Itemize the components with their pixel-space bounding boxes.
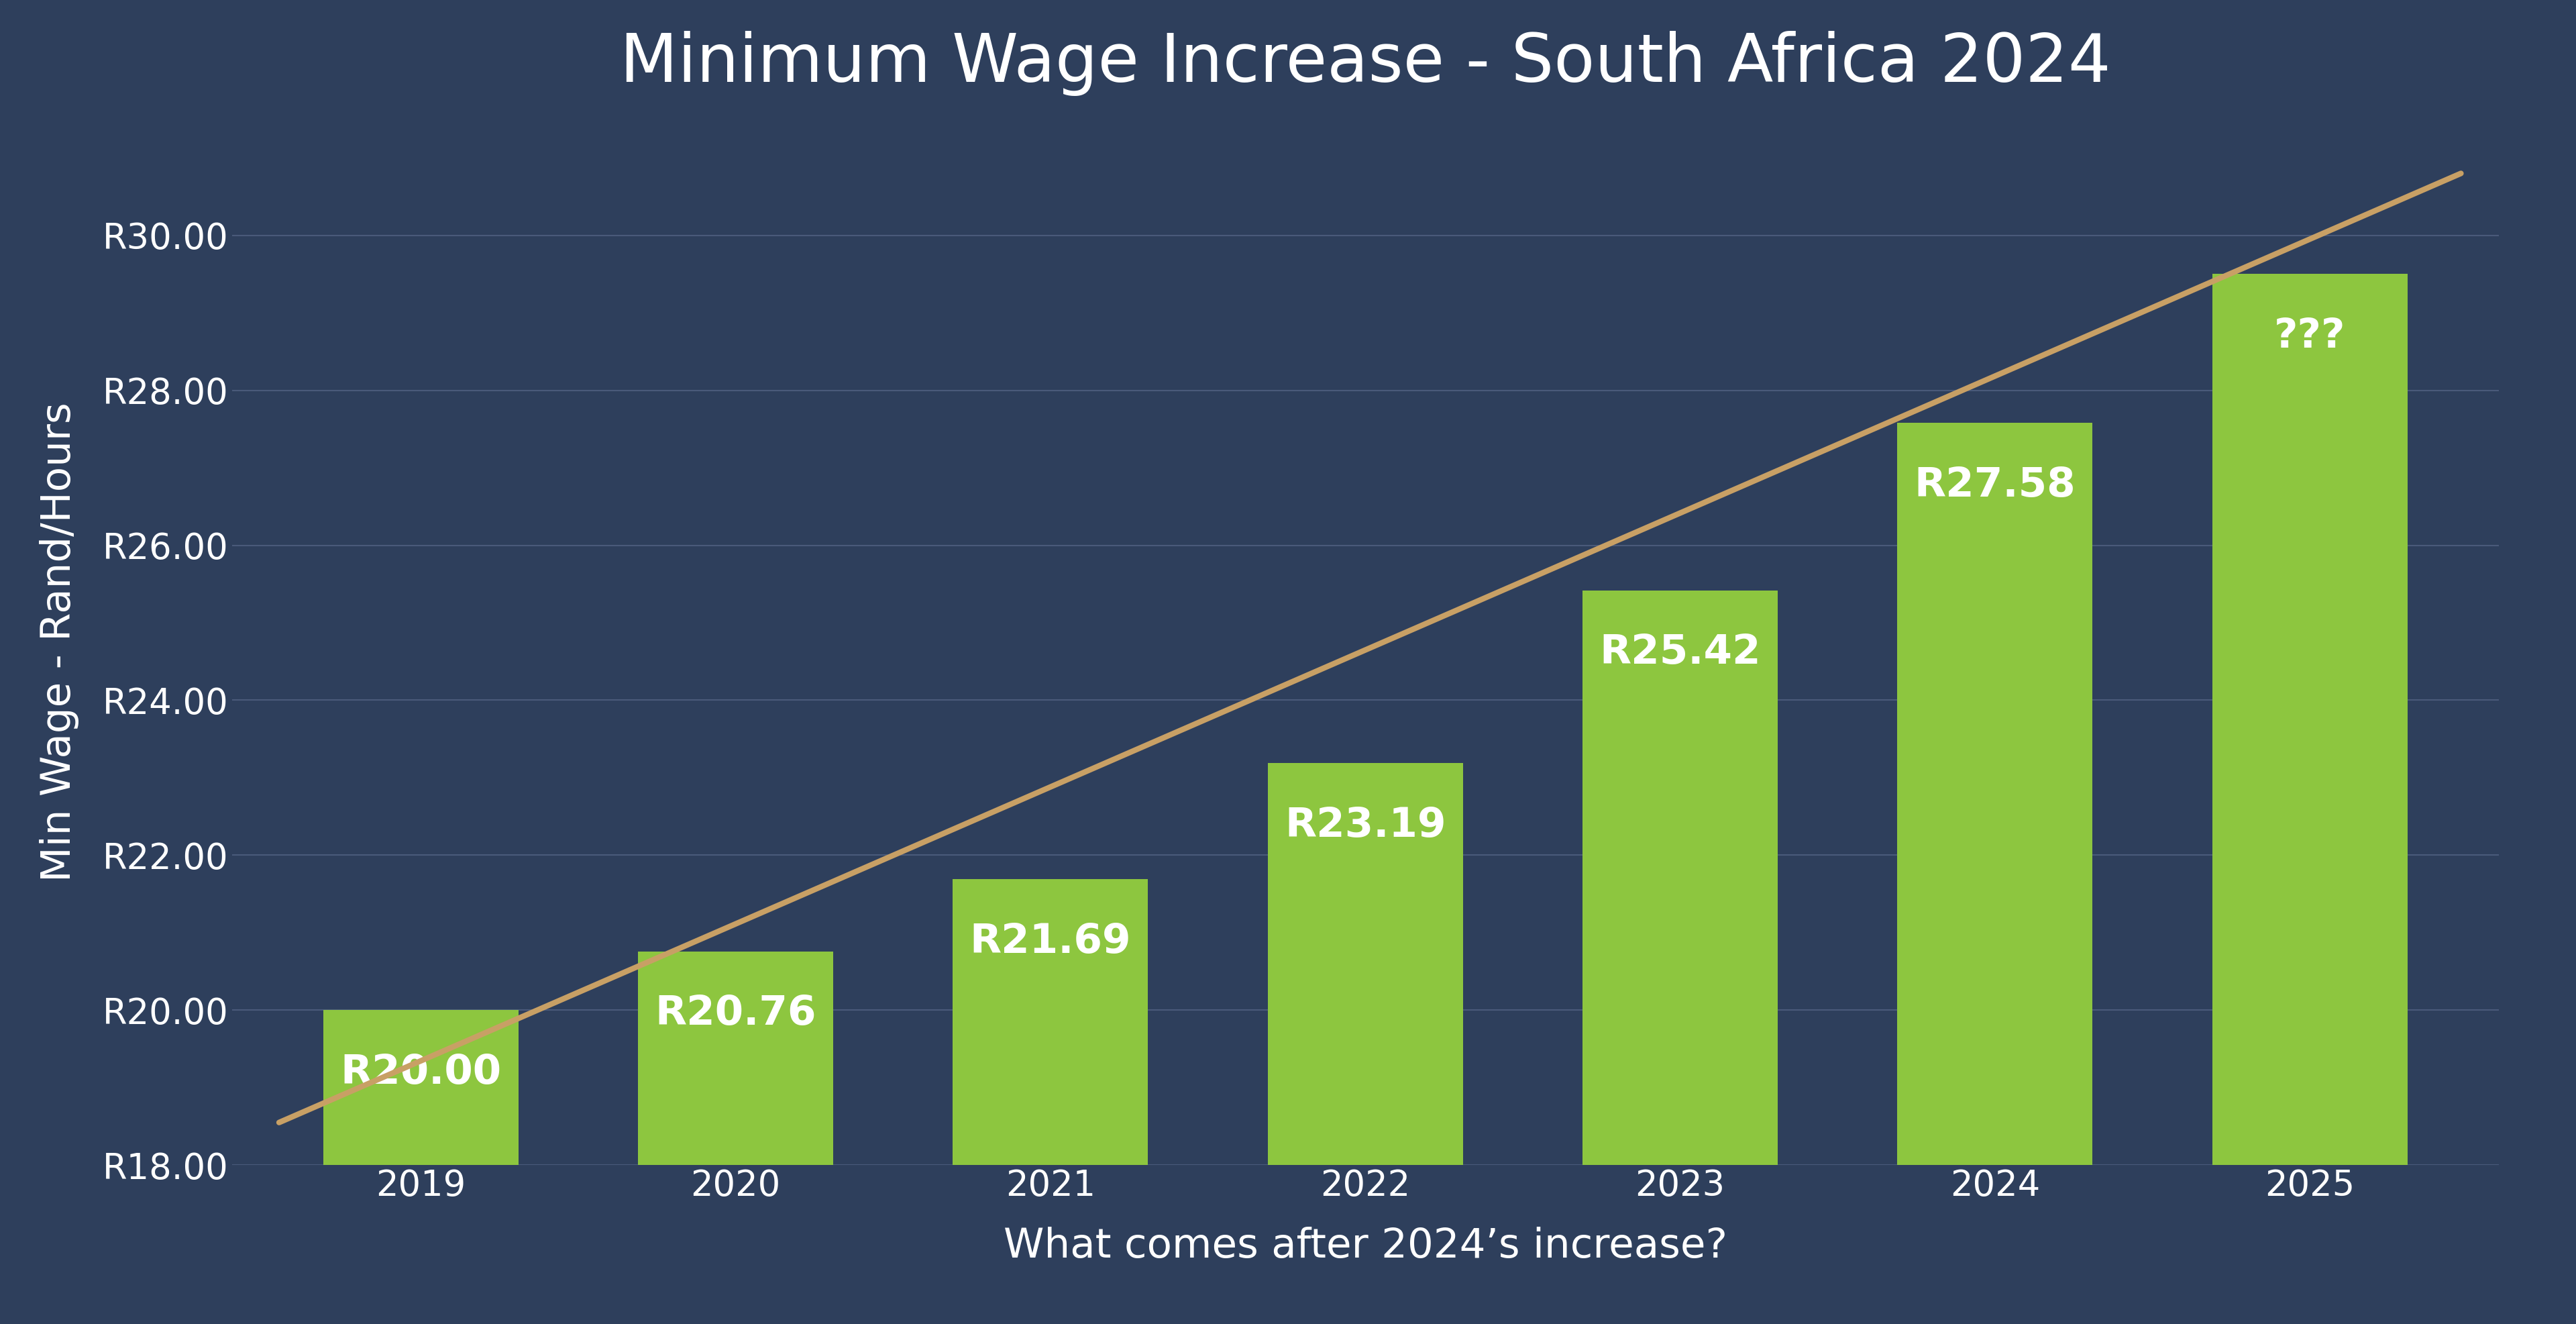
Bar	[2213, 274, 2409, 1165]
Text: R23.19: R23.19	[1285, 805, 1445, 845]
Title: Minimum Wage Increase - South Africa 2024: Minimum Wage Increase - South Africa 202…	[621, 30, 2110, 95]
Bar	[1582, 591, 1777, 1165]
Bar	[322, 1010, 518, 1165]
Text: ???: ???	[2275, 316, 2347, 356]
Text: R27.58: R27.58	[1914, 466, 2076, 504]
Text: R21.69: R21.69	[969, 922, 1131, 961]
Bar	[1899, 422, 2092, 1165]
Text: R25.42: R25.42	[1600, 633, 1762, 673]
Text: R20.76: R20.76	[654, 994, 817, 1034]
Y-axis label: Min Wage - Rand/Hours: Min Wage - Rand/Hours	[39, 402, 80, 882]
Bar	[639, 951, 832, 1165]
X-axis label: What comes after 2024’s increase?: What comes after 2024’s increase?	[1005, 1226, 1726, 1266]
Bar	[1267, 763, 1463, 1165]
Text: R20.00: R20.00	[340, 1053, 502, 1092]
Bar	[953, 879, 1149, 1165]
